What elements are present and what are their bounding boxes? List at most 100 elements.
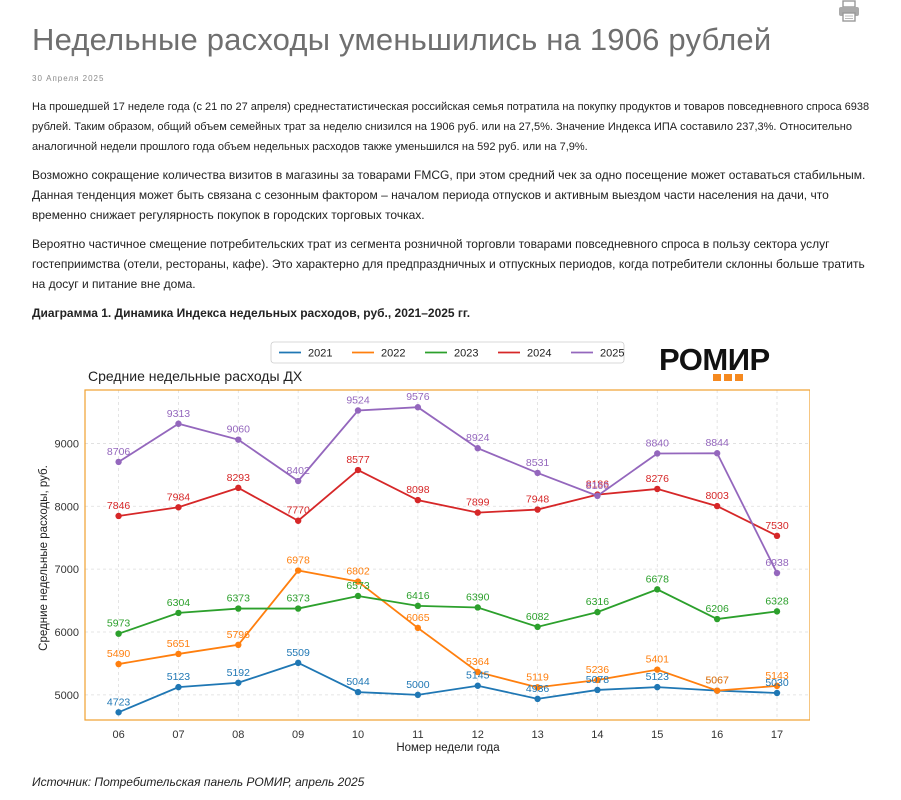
data-label-2025: 8924 (466, 432, 490, 444)
y-tick-label: 6000 (55, 627, 79, 639)
data-label-2022: 5796 (227, 629, 251, 641)
data-point-2022 (115, 660, 122, 668)
data-point-2025 (354, 407, 362, 414)
data-point-2022 (654, 666, 661, 673)
y-tick-label: 9000 (55, 438, 79, 450)
data-label-2021: 5192 (227, 667, 251, 679)
data-point-2023 (474, 604, 481, 611)
data-label-2023: 6373 (227, 593, 251, 605)
legend-box (270, 341, 625, 364)
chart-title: Средние недельные расходы ДХ (88, 368, 303, 384)
x-axis-label: Номер недели года (396, 742, 500, 754)
data-label-2024: 8577 (346, 454, 370, 466)
data-label-2021: 4723 (107, 696, 131, 708)
data-label-2025: 9060 (227, 424, 251, 436)
data-point-2025 (414, 404, 422, 411)
data-label-2024: 8293 (227, 472, 251, 484)
series-line-2022 (118, 569, 778, 692)
data-point-2021 (773, 689, 781, 697)
data-label-2024: 7984 (167, 491, 191, 503)
data-label-2022: 5236 (586, 664, 610, 676)
data-label-2021: 5123 (646, 671, 670, 683)
data-label-2025: 6938 (765, 557, 789, 569)
data-label-2021: 5000 (406, 679, 430, 691)
series-line-2021 (118, 661, 778, 714)
data-point-2025 (773, 569, 781, 577)
legend-label-2022: 2022 (381, 348, 405, 360)
data-point-2023 (115, 630, 122, 637)
data-label-2023: 5973 (107, 618, 131, 630)
data-point-2022 (414, 624, 422, 632)
data-label-2021: 5145 (466, 670, 490, 682)
page-title: Недельные расходы уменьшились на 1906 ру… (32, 22, 772, 57)
data-label-2022: 5651 (167, 638, 191, 650)
data-point-2022 (474, 668, 481, 676)
y-axis-label: Средние недельные расходы, руб. (38, 465, 50, 651)
data-point-2022 (235, 641, 242, 649)
data-label-2025: 8844 (705, 437, 729, 449)
data-label-2023: 6082 (526, 611, 550, 623)
data-point-2024 (294, 517, 302, 524)
data-label-2025: 9524 (346, 394, 370, 406)
series-line-2023 (118, 588, 778, 635)
data-point-2021 (474, 682, 481, 689)
data-point-2021 (654, 683, 661, 691)
data-label-2023: 6304 (167, 597, 191, 609)
data-point-2023 (594, 608, 601, 616)
data-label-2021: 5044 (346, 676, 370, 688)
data-label-2022: 5067 (705, 675, 729, 687)
data-point-2023 (534, 623, 541, 631)
data-label-2024: 7899 (466, 497, 490, 509)
data-label-2023: 6416 (406, 590, 430, 602)
data-label-2021: 5509 (286, 647, 310, 659)
data-label-2024: 7948 (526, 494, 550, 506)
data-point-2024 (235, 484, 242, 492)
data-label-2022: 5143 (765, 670, 789, 682)
data-point-2021 (414, 691, 422, 699)
data-point-2024 (534, 506, 541, 513)
data-label-2025: 8531 (526, 457, 550, 469)
data-point-2025 (594, 492, 601, 500)
x-tick-label: 10 (352, 729, 364, 741)
data-point-2023 (235, 605, 242, 612)
data-point-2022 (534, 684, 541, 691)
data-point-2025 (235, 436, 242, 443)
data-point-2025 (654, 450, 661, 457)
data-label-2021: 5030 (765, 677, 789, 689)
data-label-2022: 5490 (107, 648, 131, 660)
printer-icon[interactable] (838, 0, 860, 22)
data-label-2021: 5078 (586, 674, 610, 686)
data-point-2025 (294, 477, 302, 485)
romir-logo-text: РОМИР (659, 342, 770, 377)
expenses-line-chart: Средние недельные расходы ДХ Номер недел… (38, 341, 810, 754)
data-label-2021: 5123 (167, 671, 191, 683)
data-label-2024: 8276 (646, 473, 670, 485)
plot-frame (84, 389, 810, 721)
data-label-2025: 8706 (107, 446, 131, 458)
data-point-2023 (773, 608, 781, 615)
y-tick-label: 7000 (55, 564, 79, 576)
data-point-2021 (235, 679, 242, 686)
x-tick-label: 15 (651, 729, 663, 741)
data-label-2024: 8003 (705, 490, 729, 502)
data-point-2023 (294, 605, 302, 612)
x-tick-label: 08 (232, 729, 244, 741)
data-label-2024: 7846 (107, 500, 131, 512)
legend-label-2023: 2023 (454, 348, 478, 360)
romir-logo: РОМИР (659, 342, 770, 381)
data-point-2021 (594, 686, 601, 694)
data-label-2022: 6802 (346, 566, 370, 578)
legend-label-2021: 2021 (308, 348, 332, 360)
article-paragraph-1: На прошедшей 17 неделе года (с 21 по 27 … (32, 101, 870, 153)
data-point-2023 (354, 592, 362, 600)
x-tick-label: 16 (711, 729, 723, 741)
data-label-2024: 7770 (286, 505, 310, 517)
chart-caption: Диаграмма 1. Динамика Индекса недельных … (32, 306, 471, 320)
article-paragraph-2: Возможно сокращение количества визитов в… (32, 168, 866, 222)
x-tick-label: 12 (472, 729, 484, 741)
data-point-2025 (713, 450, 721, 457)
series-line-2025 (118, 406, 778, 574)
data-label-2025: 8840 (646, 437, 670, 449)
data-label-2022: 5364 (466, 656, 490, 668)
series-line-2024 (118, 468, 778, 537)
